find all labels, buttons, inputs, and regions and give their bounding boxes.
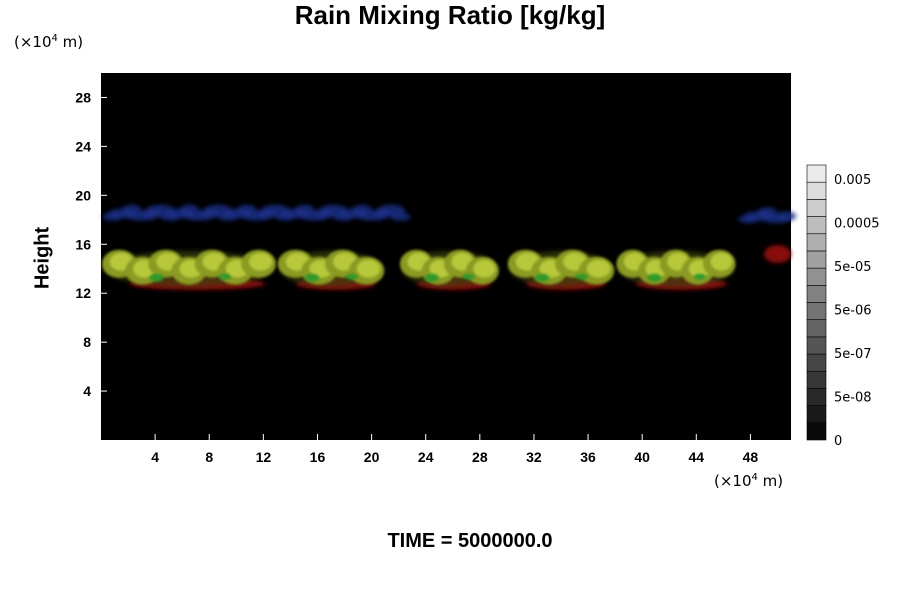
colorbar-swatch [806,250,827,269]
y-tick-label: 28 [75,89,91,105]
colorbar-swatch [806,405,827,424]
rain-cluster-1 [277,249,385,290]
x-tick-label: 4 [151,449,159,465]
chart-title: Rain Mixing Ratio [kg/kg] [294,0,606,30]
y-tick-label: 8 [83,334,91,350]
y-axis-unit: (×104 m) [14,33,84,51]
x-tick-label: 8 [205,449,213,465]
y-tick-label: 12 [75,285,91,301]
colorbar-label: 5e-05 [834,260,872,275]
y-tick-label: 16 [75,236,91,252]
colorbar-swatch [806,336,827,355]
x-tick-label: 20 [364,449,380,465]
colorbar-swatch [806,319,827,338]
colorbar-label: 0 [834,434,842,449]
colorbar-label: 0.005 [834,173,871,188]
colorbar-swatch [806,422,827,441]
x-tick-label: 24 [418,449,434,465]
x-tick-label: 48 [743,449,759,465]
colorbar-swatch [806,216,827,235]
colorbar-swatch [806,302,827,320]
x-tick-label: 32 [526,449,542,465]
colorbar-label: 5e-07 [834,347,872,362]
data-layer [101,204,797,290]
colorbar-swatch [806,353,827,372]
y-tick-label: 20 [75,187,91,203]
colorbar-swatch [806,164,827,183]
x-tick-label: 28 [472,449,488,465]
rain-cluster-0 [101,249,276,290]
x-axis-unit: (×104 m) [714,472,784,490]
colorbar-swatch [806,267,827,286]
colorbar: 0.005 0.0005 5e-05 5e-06 5e-07 5e-08 0 [806,164,880,449]
x-tick-label: 12 [256,449,272,465]
y-axis: 4 8 12 16 20 24 28 [75,89,107,399]
y-tick-label: 24 [75,138,91,154]
time-label: TIME = 5000000.0 [387,530,553,552]
colorbar-swatch [806,388,827,406]
upper-band-1 [738,207,797,224]
colorbar-label: 5e-06 [834,304,872,319]
rain-cluster-5 [763,245,791,264]
rain-cluster-3 [507,249,615,290]
x-tick-label: 40 [634,449,650,465]
x-tick-label: 44 [689,449,705,465]
rain-cluster-4 [616,249,736,290]
colorbar-swatch [806,285,827,303]
x-tick-label: 36 [580,449,596,465]
colorbar-label: 0.0005 [834,217,880,232]
colorbar-label: 5e-08 [834,391,872,406]
x-axis: 4 8 12 16 20 24 28 32 36 40 44 48 [151,434,758,465]
colorbar-swatch [806,199,827,217]
rain-cluster-2 [399,249,499,290]
colorbar-swatch [806,233,827,252]
colorbar-swatch [806,370,827,389]
x-tick-label: 16 [310,449,326,465]
colorbar-swatch [806,181,827,200]
upper-band-0 [102,204,411,221]
y-tick-label: 4 [83,383,91,399]
